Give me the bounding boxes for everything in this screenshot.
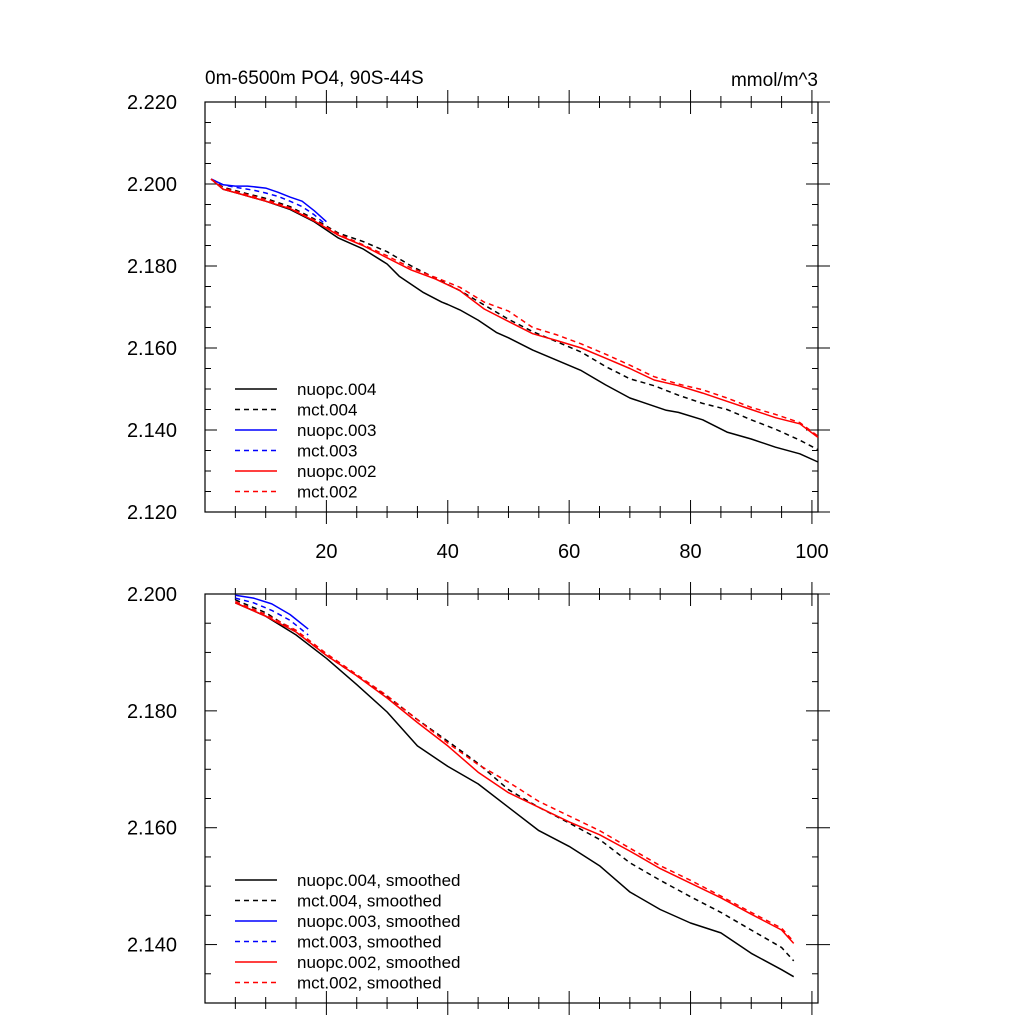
series-line	[235, 597, 309, 636]
y-tick-label: 2.200	[127, 584, 177, 606]
legend-label: mct.002	[297, 483, 357, 502]
legend-label: mct.003, smoothed	[297, 933, 442, 952]
bottom-chart: 2.140 2.160 2.180 2.200 nuopc.004, smoothed m…	[127, 582, 830, 1015]
legend-label: nuopc.002	[297, 462, 376, 481]
y-tick-label: 2.160	[127, 338, 177, 360]
legend-label: mct.002, smoothed	[297, 974, 442, 993]
series-line	[235, 600, 795, 943]
series-line	[235, 594, 309, 630]
chart-units: mmol/m^3	[731, 70, 818, 91]
legend-label: nuopc.003	[297, 421, 376, 440]
legend-label: mct.003	[297, 442, 357, 461]
legend-label: nuopc.003, smoothed	[297, 912, 461, 931]
series-line	[210, 178, 327, 226]
x-tick-label: 20	[315, 541, 337, 563]
bottom-plot-area: 2.140 2.160 2.180 2.200 nuopc.004, smoothed m…	[127, 582, 830, 1015]
y-tick-label: 2.180	[127, 701, 177, 723]
series-line	[234, 602, 795, 944]
y-tick-label: 2.180	[127, 256, 177, 278]
legend-label: nuopc.004	[297, 380, 376, 399]
y-tick-label: 2.120	[127, 502, 177, 524]
legend-label: nuopc.002, smoothed	[297, 953, 461, 972]
series-line	[210, 178, 819, 437]
y-tick-label: 2.220	[127, 92, 177, 114]
legend-label: mct.004, smoothed	[297, 892, 442, 911]
series-line	[235, 599, 795, 962]
x-tick-label: 80	[679, 541, 701, 563]
x-tick-label: 100	[795, 541, 828, 563]
legend-label: nuopc.004, smoothed	[297, 871, 461, 890]
y-tick-label: 2.200	[127, 174, 177, 196]
top-chart: 0m-6500m PO4, 90S-44S mmol/m^3 20 40 60 80 1…	[127, 68, 830, 563]
y-tick-label: 2.140	[127, 935, 177, 957]
series-line	[210, 178, 819, 451]
legend-label: mct.004	[297, 401, 357, 420]
x-tick-label: 40	[437, 541, 459, 563]
y-tick-label: 2.140	[127, 420, 177, 442]
top-plot-area: 20 40 60 80 100 2.120 2.140 2.160 2.180 2.200 2.22…	[127, 90, 830, 563]
series-line	[234, 602, 795, 978]
chart-title: 0m-6500m PO4, 90S-44S	[205, 68, 424, 89]
x-tick-label: 60	[558, 541, 580, 563]
series-line	[210, 178, 819, 463]
y-tick-label: 2.160	[127, 818, 177, 840]
